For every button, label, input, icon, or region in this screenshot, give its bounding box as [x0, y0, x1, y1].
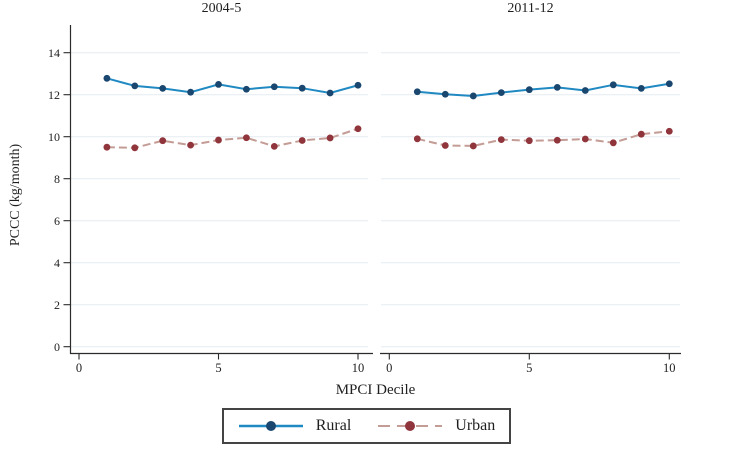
- urban-line-sample-icon: [378, 421, 443, 431]
- x-axis-label: MPCI Decile: [335, 382, 416, 398]
- rural-marker-2011-12-decile-7: [581, 87, 589, 94]
- urban-marker-2011-12-decile-4: [497, 136, 505, 144]
- panel-title-2004-5: 2004-5: [201, 1, 242, 16]
- rural-marker-2004-5-decile-6: [243, 85, 250, 93]
- urban-marker-2004-5-decile-9: [326, 134, 334, 142]
- panel-title-2011-12: 2011-12: [507, 1, 554, 16]
- y-tick-label-2: 2: [54, 298, 60, 312]
- urban-marker-2011-12-decile-6: [553, 136, 561, 144]
- x-tick-label-10-2011-12: 10: [663, 361, 676, 375]
- urban-marker-2011-12-decile-9: [637, 130, 645, 138]
- rural-series-line-2011-12: [417, 82, 670, 97]
- urban-marker-2004-5-decile-5: [215, 136, 222, 144]
- rural-marker-2011-12-decile-5: [525, 86, 533, 94]
- rural-marker-2011-12-decile-10: [665, 80, 673, 88]
- urban-marker-2004-5-decile-3: [159, 137, 167, 145]
- x-tick-label-10-2004-5: 10: [352, 361, 365, 375]
- rural-marker-2011-12-decile-9: [637, 85, 645, 92]
- rural-marker-2011-12-decile-3: [469, 92, 477, 100]
- urban-marker-2004-5-decile-10: [354, 125, 362, 133]
- rural-marker-2011-12-decile-4: [497, 89, 505, 96]
- rural-marker-2004-5-decile-4: [187, 88, 195, 96]
- legend-label-urban: Urban: [455, 417, 496, 434]
- y-tick-label-8: 8: [54, 172, 60, 186]
- urban-marker-2011-12-decile-1: [413, 135, 421, 143]
- y-tick-label-6: 6: [54, 214, 60, 228]
- rural-marker-2004-5-decile-1: [103, 74, 111, 82]
- urban-series-line-2011-12: [417, 130, 670, 147]
- rural-marker-2004-5-decile-10: [354, 81, 362, 89]
- rural-marker-2011-12-decile-1: [413, 88, 421, 96]
- rural-marker-2011-12-decile-6: [553, 83, 561, 91]
- legend-item-urban: Urban: [377, 417, 495, 435]
- x-tick-label-5-2004-5: 5: [215, 361, 221, 375]
- rural-marker-2004-5-decile-3: [159, 85, 167, 92]
- urban-marker-2011-12-decile-8: [609, 139, 617, 147]
- legend-box: Rural Urban: [221, 408, 512, 444]
- x-tick-label-0-2011-12: 0: [386, 361, 392, 375]
- urban-marker-2011-12-decile-2: [441, 142, 449, 149]
- y-tick-label-0: 0: [54, 340, 60, 354]
- legend: Rural Urban: [0, 408, 733, 444]
- x-tick-label-0-2004-5: 0: [76, 361, 82, 375]
- urban-marker-2011-12-decile-7: [581, 135, 589, 143]
- y-tick-label-12: 12: [48, 88, 60, 102]
- y-axis-label: PCCC (kg/month): [8, 143, 23, 247]
- urban-marker-2011-12-decile-3: [469, 142, 477, 150]
- legend-label-rural: Rural: [315, 417, 352, 434]
- urban-series-line-2004-5: [106, 127, 359, 149]
- urban-marker-2004-5-decile-7: [270, 142, 278, 150]
- rural-marker-2011-12-decile-2: [441, 90, 449, 98]
- rural-line-sample-icon: [238, 421, 303, 431]
- y-tick-label-10: 10: [48, 130, 60, 144]
- urban-marker-2004-5-decile-6: [243, 134, 250, 142]
- rural-marker-2004-5-decile-2: [131, 82, 139, 90]
- x-tick-label-5-2011-12: 5: [526, 361, 532, 375]
- urban-marker-2004-5-decile-8: [298, 137, 306, 144]
- legend-item-rural: Rural: [238, 417, 352, 435]
- urban-marker-2004-5-decile-1: [103, 143, 111, 151]
- rural-marker-2004-5-decile-5: [215, 81, 222, 88]
- rural-marker-2004-5-decile-8: [298, 84, 306, 92]
- urban-marker-2004-5-decile-4: [187, 141, 195, 149]
- urban-marker-2011-12-decile-10: [665, 127, 673, 135]
- rural-marker-2011-12-decile-8: [609, 81, 617, 89]
- rural-series-line-2004-5: [106, 77, 359, 95]
- rural-marker-2004-5-decile-9: [326, 89, 334, 97]
- rural-marker-2004-5-decile-7: [270, 83, 278, 91]
- y-tick-label-14: 14: [48, 46, 60, 60]
- urban-marker-2011-12-decile-5: [525, 137, 533, 145]
- urban-marker-2004-5-decile-2: [131, 144, 139, 152]
- y-tick-label-4: 4: [54, 256, 60, 270]
